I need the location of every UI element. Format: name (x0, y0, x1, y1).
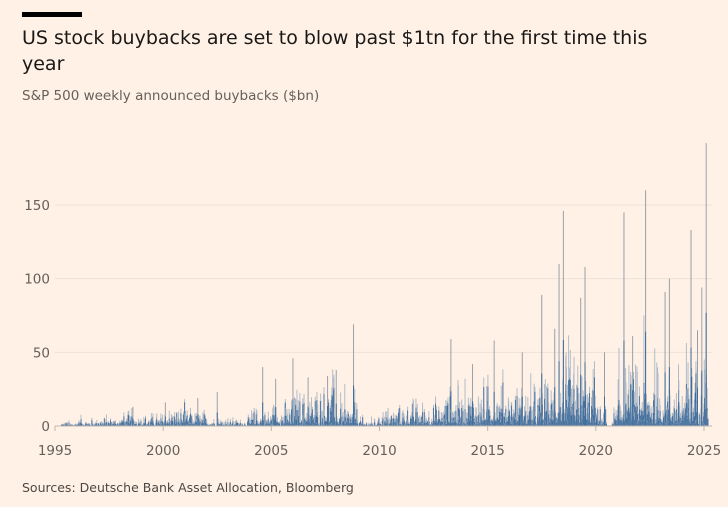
x-tick-label: 2010 (362, 443, 396, 459)
x-tick-label: 2020 (579, 443, 613, 459)
y-tick-label: 50 (33, 345, 50, 361)
x-tick-label: 2000 (146, 443, 180, 459)
y-tick-label: 100 (24, 272, 50, 288)
x-tick-label: 1995 (38, 443, 72, 459)
y-tick-label: 0 (41, 419, 50, 435)
x-tick-label: 2005 (254, 443, 288, 459)
x-tick-label: 2015 (470, 443, 504, 459)
x-tick-label: 2025 (687, 443, 721, 459)
brand-bar (22, 12, 82, 17)
chart-title: US stock buybacks are set to blow past $… (22, 27, 648, 75)
chart-source: Sources: Deutsche Bank Asset Allocation,… (22, 480, 354, 495)
chart-subtitle: S&P 500 weekly announced buybacks ($bn) (22, 88, 320, 104)
y-tick-label: 150 (24, 198, 50, 214)
